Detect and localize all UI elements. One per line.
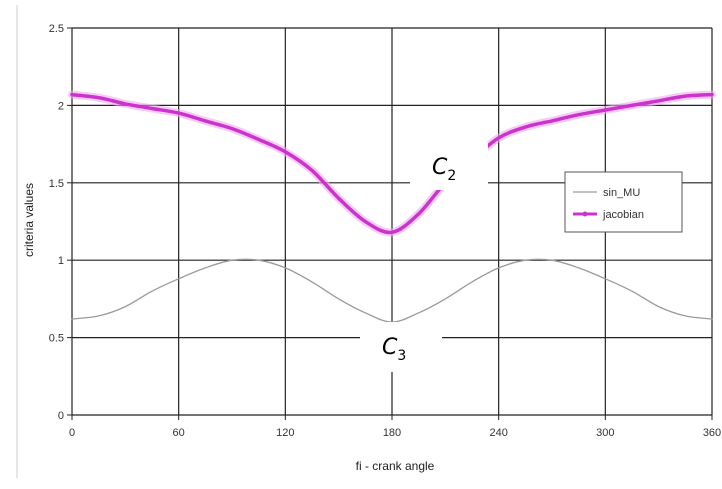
y-tick-label: 0 [58,410,64,422]
x-tick-label: 120 [276,427,294,439]
annotation-main: C [432,155,448,180]
legend: sin_MU jacobian [564,171,683,233]
series-line-jacobian [70,92,714,235]
grid [67,27,713,420]
legend-label-jacobian: jacobian [602,209,644,221]
x-tick-label: 0 [69,427,75,439]
tick-labels: 0 0.5 1 1.5 2 2.5 0 60 120 180 240 300 360 [49,23,721,439]
x-tick-label: 240 [489,427,507,439]
x-tick-label: 360 [703,427,721,439]
annotation-box-1 [360,322,442,372]
annotation-box-0 [410,142,488,190]
annotation-jacobian: C2 [432,155,456,184]
legend-label-sin_MU: sin_MU [603,187,640,199]
y-tick-label: 2.5 [49,23,64,35]
x-axis-label: fi - crank angle [356,459,435,473]
annotation-sin_MU: C3 [382,335,406,364]
annotation-main: C [382,335,398,360]
y-tick-label: 2 [58,100,64,112]
x-tick-label: 60 [173,427,185,439]
y-tick-label: 1.5 [49,178,64,190]
y-axis-label: criteria values [22,183,36,257]
x-tick-label: 300 [596,427,614,439]
annotation-subscript: 2 [447,168,456,184]
legend-box [564,171,683,233]
legend-marker-jacobian [582,211,588,217]
annotation-subscript: 3 [397,348,406,364]
x-tick-label: 180 [383,427,401,439]
y-tick-label: 1 [58,255,64,267]
y-tick-label: 0.5 [49,333,64,345]
